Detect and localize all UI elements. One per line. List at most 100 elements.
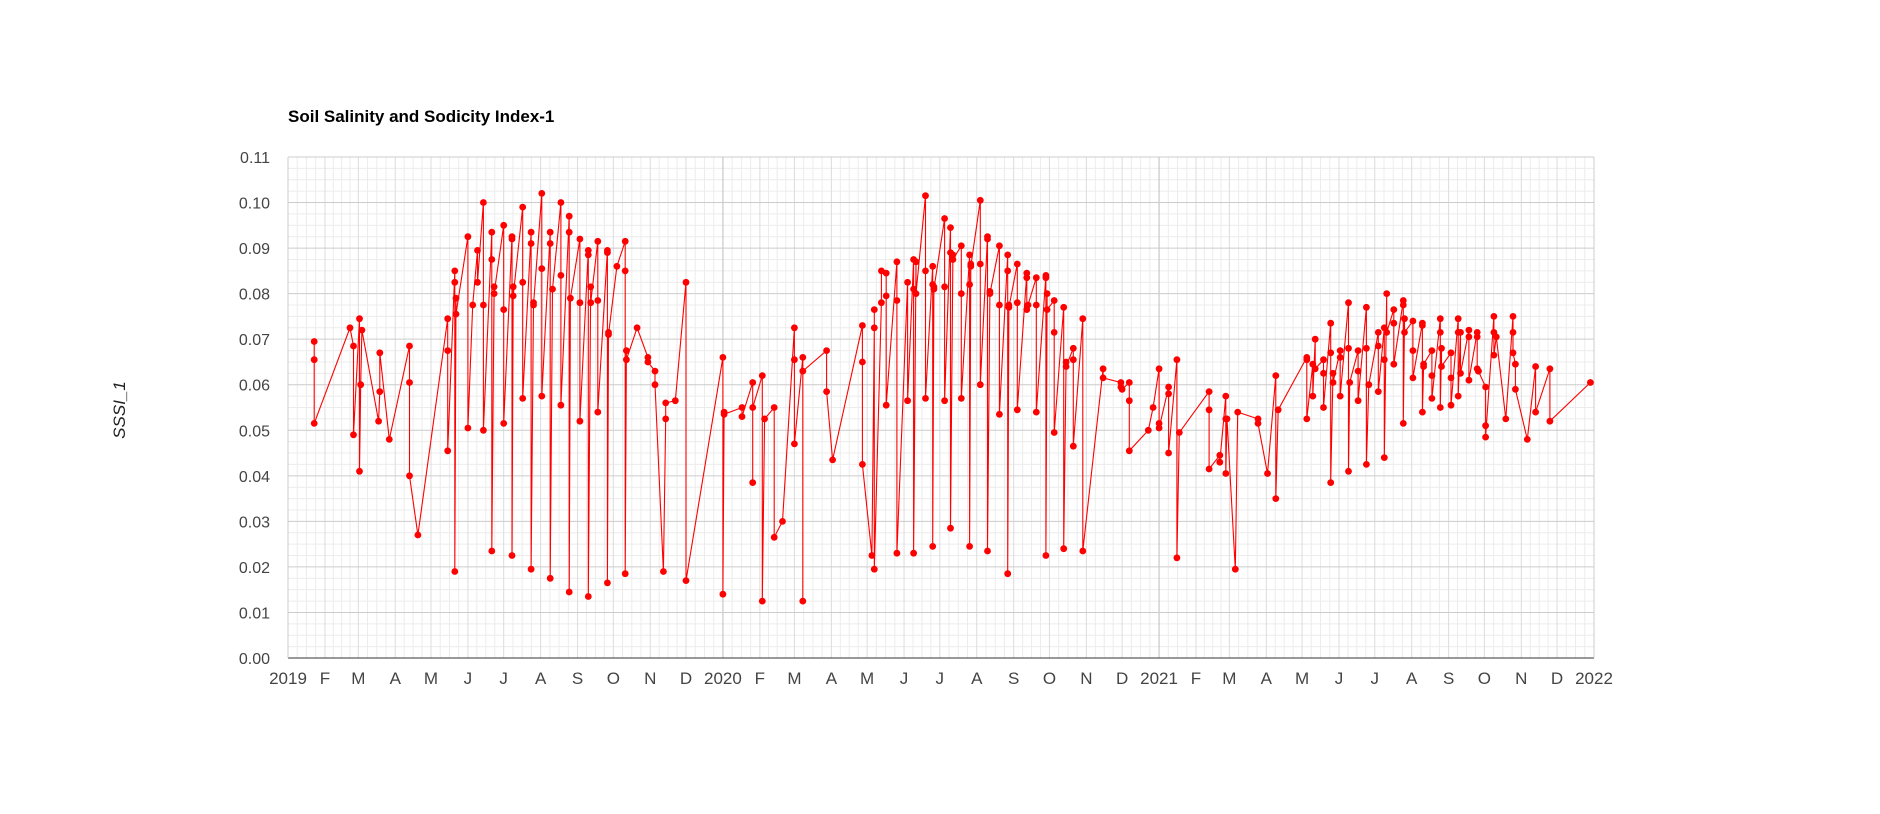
data-point (376, 349, 384, 357)
data-point (1050, 329, 1058, 336)
data-point (1149, 404, 1157, 411)
data-point (1490, 313, 1498, 320)
data-point (613, 262, 621, 270)
data-point (1374, 329, 1382, 336)
data-point (930, 285, 938, 293)
data-point (1311, 335, 1319, 343)
data-point (1216, 451, 1224, 459)
data-point (490, 283, 498, 291)
data-point (310, 338, 318, 345)
data-point (587, 299, 595, 307)
x-tick-label: D (1551, 669, 1563, 688)
data-point (966, 543, 973, 550)
data-point (1428, 372, 1436, 379)
data-point (1205, 465, 1213, 473)
data-point (1272, 372, 1280, 379)
data-point (1409, 317, 1417, 325)
data-point (488, 547, 496, 555)
data-point (870, 324, 878, 332)
data-point (356, 315, 363, 323)
data-point (1587, 379, 1594, 386)
data-point (350, 431, 357, 439)
data-point (949, 256, 957, 263)
data-point (1050, 429, 1058, 436)
data-point (594, 237, 602, 245)
data-point (1216, 458, 1224, 466)
data-point (546, 574, 554, 582)
data-point (1438, 344, 1445, 352)
x-tick-label: A (971, 669, 983, 688)
data-point (565, 228, 573, 236)
data-point (720, 410, 728, 418)
data-point (1264, 470, 1271, 477)
data-point (1465, 333, 1473, 341)
data-point (576, 417, 584, 425)
data-point (474, 278, 481, 286)
data-point (1205, 388, 1213, 395)
data-point (1420, 360, 1427, 368)
data-point (500, 221, 508, 229)
data-point (623, 356, 630, 364)
data-point (1327, 479, 1335, 486)
data-point (576, 299, 584, 307)
data-point (1062, 363, 1070, 370)
x-tick-label: A (390, 669, 402, 688)
data-point (1390, 319, 1398, 327)
data-point (452, 310, 460, 318)
data-point (671, 397, 679, 405)
data-point (878, 299, 885, 307)
data-point (682, 278, 690, 286)
data-point (644, 358, 652, 366)
data-point (1050, 297, 1058, 304)
data-point (1363, 303, 1370, 311)
data-point (1013, 260, 1021, 268)
data-point (1546, 417, 1554, 425)
data-point (621, 237, 629, 245)
data-point (538, 265, 546, 272)
data-point (1523, 436, 1531, 443)
data-point (882, 292, 890, 300)
data-point (870, 565, 878, 573)
data-point (1512, 360, 1519, 368)
y-tick-label: 0.09 (239, 241, 270, 258)
data-point (662, 399, 670, 407)
data-point (1231, 565, 1239, 573)
x-tick-label: M (1222, 669, 1236, 688)
data-point (922, 192, 929, 200)
data-point (1060, 303, 1068, 311)
data-point (1457, 369, 1464, 377)
data-point (758, 372, 766, 379)
data-point (605, 331, 612, 338)
data-point (996, 242, 1003, 250)
data-point (1374, 342, 1382, 350)
x-tick-label: S (572, 669, 583, 688)
data-point (719, 590, 727, 598)
data-point (621, 570, 629, 578)
data-point (1125, 379, 1133, 386)
data-point (480, 426, 487, 434)
data-point (546, 228, 554, 236)
data-point (350, 342, 357, 350)
data-point (451, 278, 459, 286)
data-point (1380, 454, 1388, 461)
data-point (749, 404, 757, 411)
data-point (1428, 347, 1436, 354)
data-point (1354, 347, 1362, 354)
x-tick-label: 2022 (1575, 669, 1613, 688)
data-point (1155, 365, 1163, 373)
data-point (957, 395, 965, 402)
data-point (1320, 404, 1327, 411)
data-point (1079, 547, 1087, 555)
data-point (651, 381, 659, 389)
data-point (758, 597, 766, 605)
data-point (1399, 301, 1407, 309)
data-point (1438, 363, 1445, 370)
data-point (1409, 374, 1417, 382)
data-point (799, 367, 807, 375)
data-point (1032, 274, 1040, 282)
data-point (1336, 392, 1344, 400)
data-point (1509, 349, 1517, 357)
data-point (1043, 290, 1051, 297)
data-point (356, 467, 363, 475)
